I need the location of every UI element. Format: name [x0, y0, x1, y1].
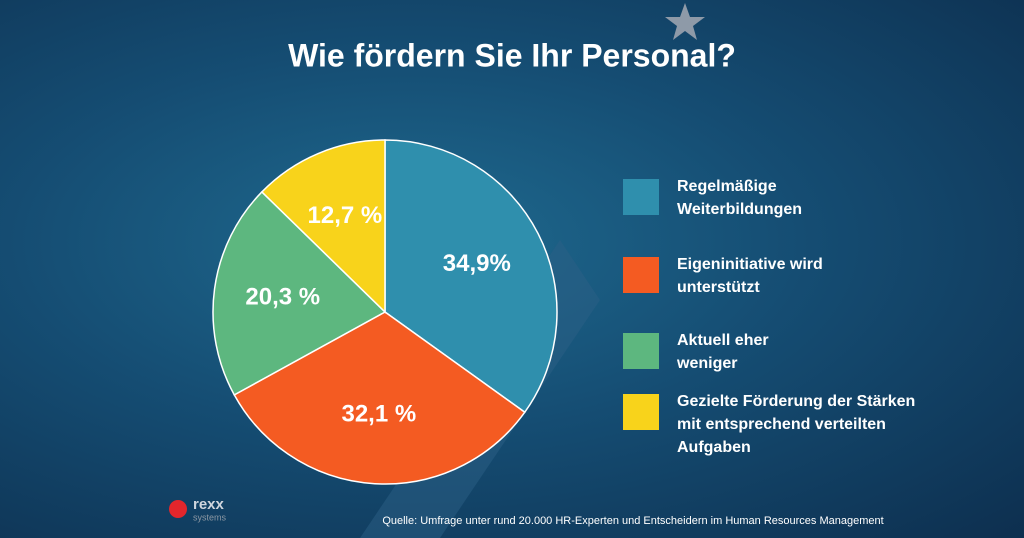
- pie-slice: [212, 190, 387, 396]
- logo-icon: [169, 500, 187, 518]
- pie: 34,9% 32,1 % 20,3 % 12,7 %: [212, 139, 558, 485]
- logo-name: rexx: [193, 496, 225, 513]
- source: Quelle: Umfrage unter rund 20.000 HR-Exp…: [382, 515, 883, 527]
- legend-swatch: [623, 333, 659, 369]
- star-decoration: [665, 3, 705, 40]
- chart-title: Wie fördern Sie Ihr Personal?: [288, 37, 736, 73]
- legend-label: Gezielte Förderung der Stärken mit entsp…: [677, 393, 916, 456]
- legend-item: Regelmäßige Weiterbildungen: [623, 175, 827, 221]
- legend-swatch: [623, 179, 659, 215]
- legend-swatch: [623, 257, 659, 293]
- slice-label: 12,7 %: [308, 202, 383, 229]
- slice-label: 20,3 %: [245, 283, 320, 310]
- pie-slice: [260, 139, 386, 314]
- logo-sub: systems: [193, 512, 227, 522]
- legend-item: Aktuell eher weniger: [623, 329, 807, 375]
- legend-item: Gezielte Förderung der Stärken mit entsp…: [623, 390, 917, 459]
- legend-label: Aktuell eher weniger: [677, 332, 769, 372]
- legend-swatch: [623, 394, 659, 430]
- slice-label: 34,9%: [443, 250, 511, 277]
- pie-slice: [384, 139, 558, 414]
- slice-label: 32,1 %: [341, 400, 416, 427]
- legend-label: Eigeninitiative wird unterstützt: [677, 256, 823, 296]
- legend-item: Eigeninitiative wird unterstützt: [623, 253, 852, 299]
- legend-label: Regelmäßige Weiterbildungen: [677, 178, 803, 218]
